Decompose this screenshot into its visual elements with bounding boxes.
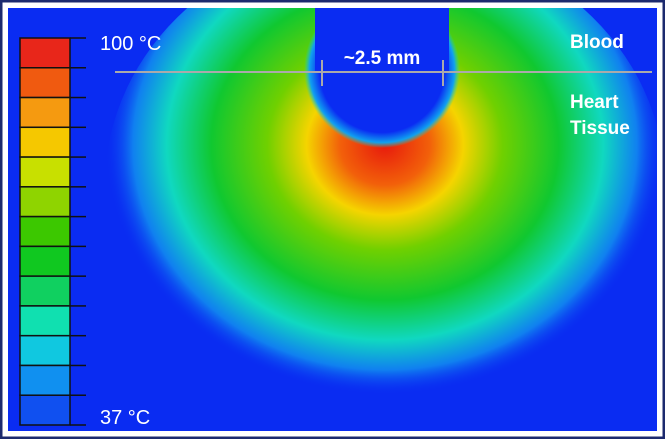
max-label: 100 °C — [100, 33, 161, 55]
color-band — [20, 98, 70, 128]
color-band — [20, 187, 70, 217]
dimension-label: ~2.5 mm — [344, 48, 421, 69]
color-band — [20, 246, 70, 276]
min-label: 37 °C — [100, 407, 150, 429]
color-band — [20, 217, 70, 247]
blood-label: Blood — [570, 32, 624, 53]
color-band — [20, 336, 70, 366]
color-band — [20, 395, 70, 425]
tissue-label: Tissue — [570, 118, 630, 139]
heat-map — [8, 0, 665, 435]
color-band — [20, 157, 70, 187]
color-band — [20, 38, 70, 68]
color-band — [20, 306, 70, 336]
color-band — [20, 276, 70, 306]
color-band — [20, 127, 70, 157]
color-band — [20, 365, 70, 395]
figure: 100 °C 37 °C ~2.5 mm Blood Heart Tissue — [0, 0, 665, 439]
tissue-label: Heart — [570, 92, 619, 113]
color-band — [20, 68, 70, 98]
